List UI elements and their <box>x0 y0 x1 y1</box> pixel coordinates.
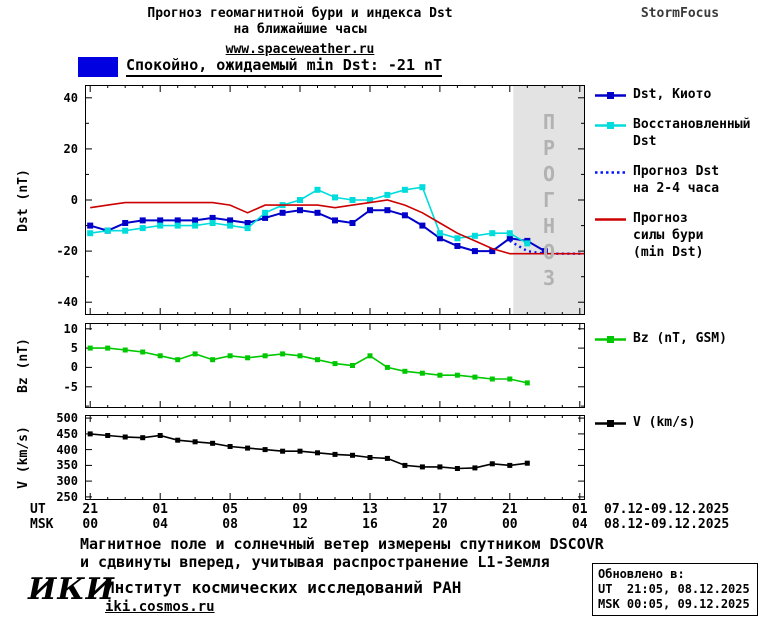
status-banner: Спокойно, ожидаемый min Dst: -21 nT <box>78 56 443 77</box>
footnote-line2: и сдвинуты вперед, учитывая распростране… <box>80 553 550 571</box>
forecast-region-label: П Р О Г Н О З <box>542 110 556 290</box>
header: Прогноз геомагнитной бури и индекса Dst … <box>40 6 560 58</box>
msk-axis-name: MSK <box>30 517 54 532</box>
iki-site-link[interactable]: iki.cosmos.ru <box>105 599 215 615</box>
x-tick-label: 01 <box>152 502 168 517</box>
bz-ytick-label: 10 <box>63 321 78 336</box>
x-tick-label: 12 <box>292 517 308 532</box>
iki-logo: ИКИ <box>28 572 115 607</box>
v-ytick-label: 350 <box>56 458 78 473</box>
legend-item: Прогноз Dst на 2-4 часа <box>594 163 760 197</box>
legend-dst: Dst, Киото Восстановленный Dst Прогноз Dst н… <box>594 86 760 274</box>
x-tick-label: 17 <box>432 502 448 517</box>
bz-ytick-labels: 10 5 0 -5 <box>44 321 81 408</box>
bz-axis-label: Bz (nT) <box>15 338 31 393</box>
x-tick-label: 00 <box>82 517 99 532</box>
x-tick-label: 00 <box>501 517 518 532</box>
date-range-ut: 07.12-09.12.2025 <box>604 502 730 517</box>
x-tick-label: 08 <box>222 517 238 532</box>
x-tick-label: 04 <box>152 517 168 532</box>
v-ytick-label: 500 <box>56 411 78 426</box>
bz-ytick-label: -5 <box>63 379 78 394</box>
dst-plot <box>85 85 585 315</box>
v-ytick-label: 250 <box>56 489 78 504</box>
legend-line-swatch <box>595 171 626 174</box>
legend-v: V (km/s) <box>594 414 760 444</box>
legend-item: V (km/s) <box>594 414 760 431</box>
page-title: Прогноз геомагнитной бури и индекса Dst <box>147 6 453 21</box>
v-ytick-label: 300 <box>56 474 78 489</box>
status-label: Спокойно, ожидаемый min Dst: -21 nT <box>126 56 443 77</box>
legend-item: Восстановленный Dst <box>594 116 760 150</box>
legend-label: Bz (nT, GSM) <box>633 331 727 346</box>
x-tick-label: 20 <box>432 517 448 532</box>
dst-ytick-labels: 40 20 0 -20 -40 <box>44 85 81 315</box>
legend-line-swatch <box>595 92 626 99</box>
v-axis-label: V (km/s) <box>15 426 31 489</box>
x-tick-label: 21 <box>82 502 99 517</box>
dst-ytick-label: -20 <box>56 244 78 259</box>
legend-label: Dst, Киото <box>633 87 712 102</box>
x-tick-label: 05 <box>222 502 238 517</box>
ut-axis-name: UT <box>30 502 46 517</box>
updated-title: Обновлено в: <box>598 567 685 581</box>
x-tick-label: 16 <box>362 517 378 532</box>
legend-label: V (km/s) <box>633 415 696 430</box>
legend-label: Прогноз силы бури (min Dst) <box>633 211 704 260</box>
legend-label: Восстановленный Dst <box>633 117 751 149</box>
legend-item: Bz (nT, GSM) <box>594 330 760 347</box>
institute-name: Институт космических исследований РАН <box>105 578 462 597</box>
dst-ytick-label: -40 <box>56 295 78 310</box>
dst-ytick-label: 40 <box>63 90 78 105</box>
legend-bz: Bz (nT, GSM) <box>594 330 760 360</box>
page-subtitle: на ближайшие часы <box>233 22 367 37</box>
bz-plot <box>85 323 585 408</box>
x-tick-label: 04 <box>571 517 588 532</box>
x-tick-label: 21 <box>501 502 518 517</box>
legend-line-swatch <box>595 336 626 343</box>
legend-item: Прогноз силы бури (min Dst) <box>594 210 760 261</box>
x-tick-label: 01 <box>571 502 588 517</box>
footnote-line1: Магнитное поле и солнечный ветер измерен… <box>80 535 604 553</box>
legend-item: Dst, Киото <box>594 86 760 103</box>
v-ytick-labels: 500 450 400 350 300 250 <box>44 411 81 504</box>
legend-label: Прогноз Dst на 2-4 часа <box>633 164 720 196</box>
updated-box: Обновлено в: UT 21:05, 08.12.2025 MSK 00… <box>592 563 758 616</box>
dst-axis-label: Dst (nT) <box>15 168 31 232</box>
legend-line-swatch <box>595 122 626 129</box>
xtick-row-ut: UT 07.12-09.12.2025 21 01 05 09 13 17 21 01 <box>0 502 760 517</box>
v-plot <box>85 415 585 500</box>
bz-ytick-label: 0 <box>70 360 78 375</box>
updated-ut: UT 21:05, 08.12.2025 <box>598 582 750 596</box>
bz-ytick-label: 5 <box>70 341 78 356</box>
v-ytick-label: 450 <box>56 426 78 441</box>
x-tick-label: 13 <box>362 502 378 517</box>
date-range-msk: 08.12-09.12.2025 <box>604 517 730 532</box>
v-ytick-label: 400 <box>56 442 78 457</box>
bz-axis-label-wrap: Bz (nT) <box>12 323 34 408</box>
legend-line-swatch <box>595 420 626 427</box>
dst-ytick-label: 0 <box>70 193 78 207</box>
brand-label: StormFocus <box>640 6 720 21</box>
dst-axis-label-wrap: Dst (nT) <box>12 85 34 315</box>
spaceweather-link[interactable]: www.spaceweather.ru <box>225 42 375 57</box>
v-axis-label-wrap: V (km/s) <box>12 415 34 500</box>
updated-msk: MSK 00:05, 09.12.2025 <box>598 597 750 611</box>
status-swatch <box>78 56 118 77</box>
dst-ytick-label: 20 <box>63 141 78 156</box>
x-tick-label: 09 <box>292 502 308 517</box>
legend-line-swatch <box>595 218 626 221</box>
xtick-row-msk: MSK 08.12-09.12.2025 00 04 08 12 16 20 00 04 <box>0 517 760 532</box>
